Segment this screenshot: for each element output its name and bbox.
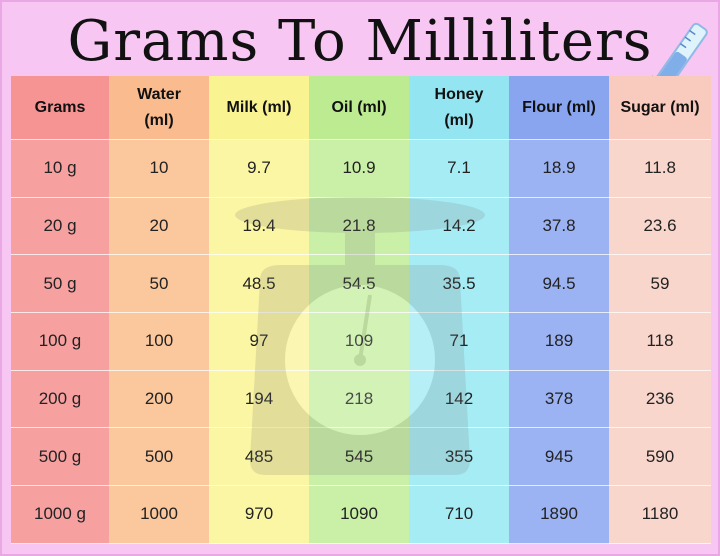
column-header-oil: Oil (ml) (309, 76, 409, 140)
table-cell-honey: 14.2 (409, 197, 509, 256)
table-cell-honey: 35.5 (409, 255, 509, 314)
table-cell-flour: 94.5 (509, 255, 609, 314)
table-cell-sugar: 59 (609, 255, 711, 314)
table-cell-flour: 37.8 (509, 197, 609, 256)
column-header-text: Honey (434, 85, 484, 103)
table-cell-milk: 97 (209, 313, 309, 371)
table-cell-water: 10 (109, 140, 209, 198)
table-cell-honey: 71 (409, 313, 509, 371)
table-cell-water: 1000 (109, 486, 209, 544)
table-cell-sugar: 236 (609, 370, 711, 429)
table-cell-sugar: 11.8 (609, 140, 711, 198)
table-cell-sugar: 1180 (609, 486, 711, 544)
column-header-text: Water (137, 85, 181, 103)
column-header-milk: Milk (ml) (209, 76, 309, 140)
conversion-table: Grams Water (ml) Milk (ml) Oil (ml) Honey (ml)… (11, 76, 711, 544)
table-cell-oil: 545 (309, 428, 409, 487)
column-header-sugar: Sugar (ml) (609, 76, 711, 140)
table-cell-milk: 485 (209, 428, 309, 487)
table-cell-flour: 1890 (509, 486, 609, 544)
table-cell-sugar: 118 (609, 313, 711, 371)
table-cell-sugar: 590 (609, 428, 711, 487)
table-cell-milk: 970 (209, 486, 309, 544)
table-cell-honey: 7.1 (409, 140, 509, 198)
table-cell-grams: 10 g (11, 140, 109, 198)
table-cell-sugar: 23.6 (609, 197, 711, 256)
table-cell-oil: 109 (309, 313, 409, 371)
table-cell-milk: 48.5 (209, 255, 309, 314)
table-cell-oil: 218 (309, 370, 409, 429)
table-cell-grams: 100 g (11, 313, 109, 371)
table-cell-water: 20 (109, 197, 209, 256)
table-cell-water: 50 (109, 255, 209, 314)
table-cell-flour: 189 (509, 313, 609, 371)
table-cell-flour: 378 (509, 370, 609, 429)
page-title: Grams To Milliliters (67, 9, 653, 74)
table-cell-milk: 19.4 (209, 197, 309, 256)
table-cell-grams: 200 g (11, 370, 109, 429)
table-cell-flour: 18.9 (509, 140, 609, 198)
table-cell-grams: 20 g (11, 197, 109, 256)
table-cell-flour: 945 (509, 428, 609, 487)
column-header-honey: Honey (ml) (409, 76, 509, 140)
column-header-text: (ml) (144, 111, 174, 129)
table-cell-oil: 1090 (309, 486, 409, 544)
table-cell-milk: 194 (209, 370, 309, 429)
table-cell-milk: 9.7 (209, 140, 309, 198)
table-cell-honey: 142 (409, 370, 509, 429)
column-header-water: Water (ml) (109, 76, 209, 140)
table-cell-water: 100 (109, 313, 209, 371)
column-header-text: Grams (34, 98, 86, 116)
table-cell-honey: 355 (409, 428, 509, 487)
table-cell-oil: 54.5 (309, 255, 409, 314)
column-header-text: Flour (ml) (522, 98, 596, 116)
column-header-text: Milk (ml) (226, 98, 292, 116)
column-header-text: (ml) (444, 111, 474, 129)
column-header-grams: Grams (11, 76, 109, 140)
table-cell-grams: 50 g (11, 255, 109, 314)
column-header-flour: Flour (ml) (509, 76, 609, 140)
table-cell-honey: 710 (409, 486, 509, 544)
column-header-text: Sugar (ml) (620, 98, 700, 116)
column-header-text: Oil (ml) (331, 98, 387, 116)
table-cell-oil: 10.9 (309, 140, 409, 198)
table-cell-oil: 21.8 (309, 197, 409, 256)
table-cell-water: 200 (109, 370, 209, 429)
table-cell-grams: 500 g (11, 428, 109, 487)
table-cell-water: 500 (109, 428, 209, 487)
table-cell-grams: 1000 g (11, 486, 109, 544)
